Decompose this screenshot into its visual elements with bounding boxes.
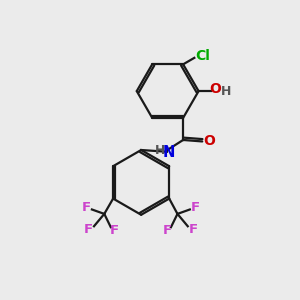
- Text: O: O: [209, 82, 221, 96]
- Text: H: H: [221, 85, 231, 98]
- Text: O: O: [203, 134, 215, 148]
- Text: F: F: [82, 201, 91, 214]
- Text: F: F: [189, 223, 198, 236]
- Text: Cl: Cl: [196, 49, 211, 63]
- Text: N: N: [163, 145, 176, 160]
- Text: F: F: [84, 223, 93, 236]
- Text: H: H: [155, 144, 166, 157]
- Text: F: F: [163, 224, 172, 237]
- Text: F: F: [191, 201, 200, 214]
- Text: F: F: [110, 224, 119, 237]
